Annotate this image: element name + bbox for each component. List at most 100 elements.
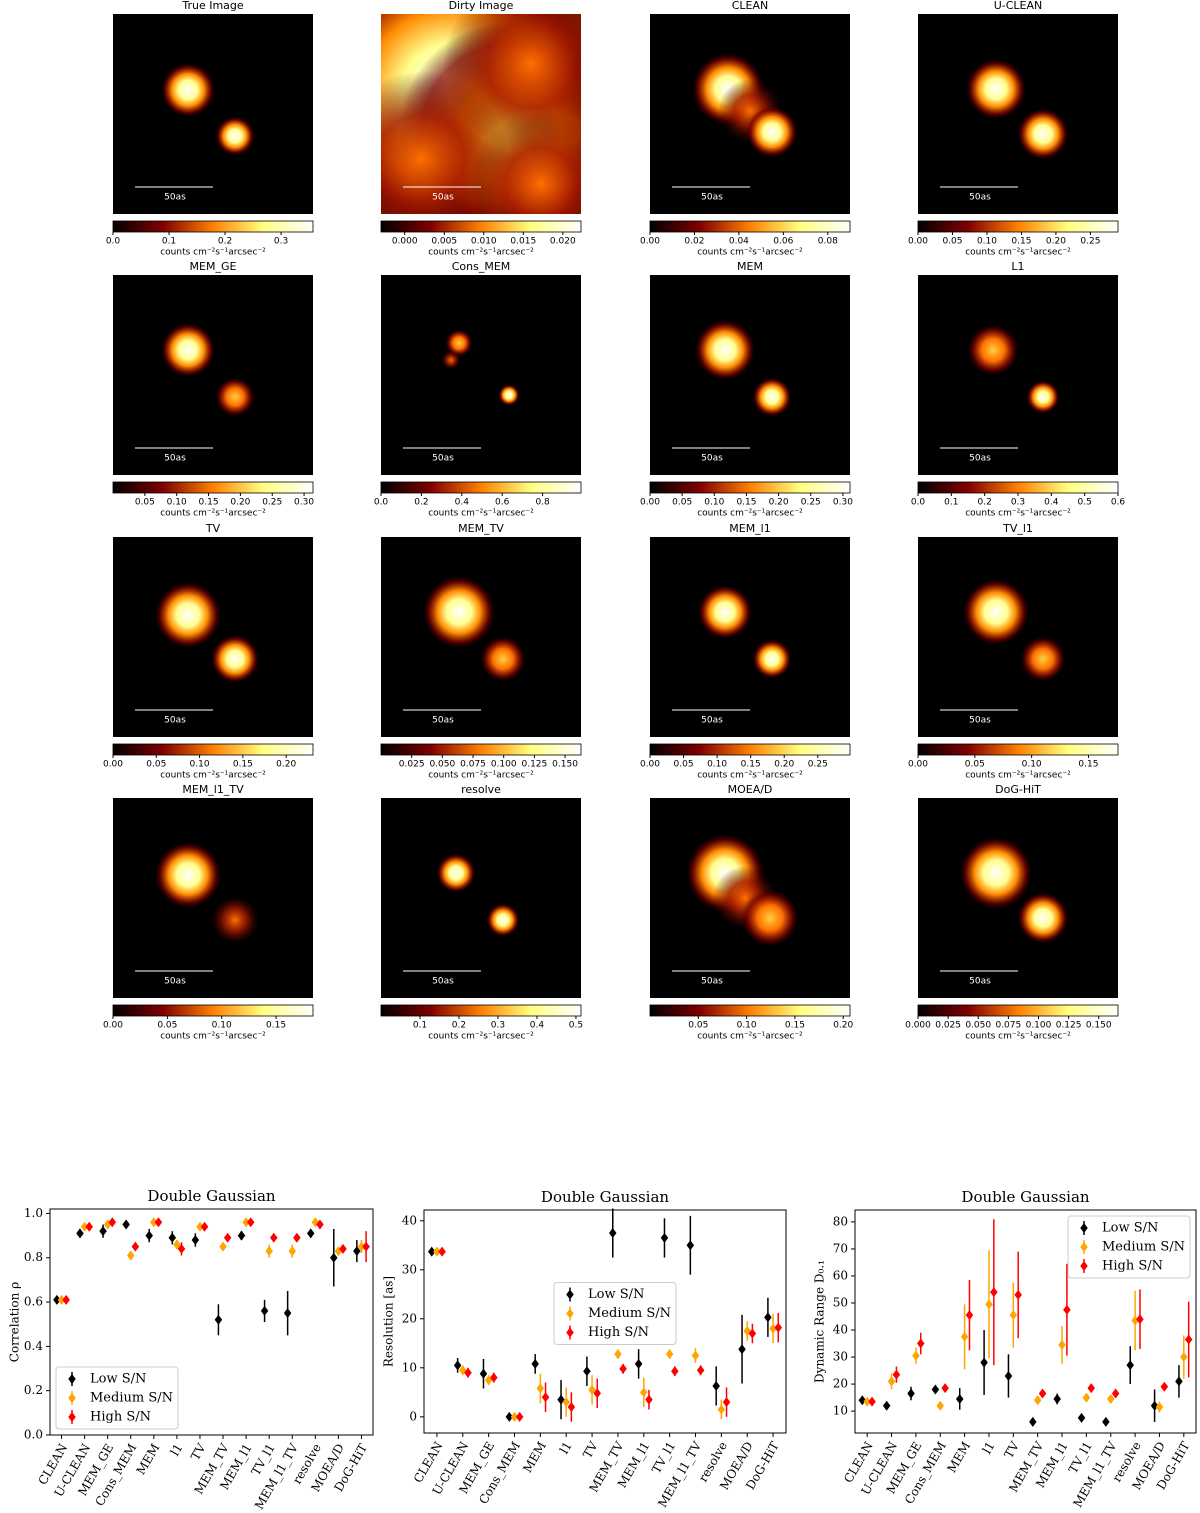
marker [293,1232,301,1243]
colorbar-tick-label: 0.20 [230,498,250,508]
colorbar-tick-label: 0.10 [190,760,210,770]
marker [219,1241,227,1252]
legend-marker [1080,1261,1088,1271]
colorbar-tick-label: 0.000 [905,1021,931,1031]
colorbar-tick-label: 0.10 [167,498,187,508]
panel-title: TV_l1 [1002,522,1033,535]
marker [438,1246,446,1257]
marker [173,1239,181,1250]
marker [907,1388,915,1399]
marker [619,1363,627,1374]
colorbar-label: counts cm⁻²s⁻¹arcsec⁻² [160,1032,266,1042]
marker [362,1241,370,1252]
scale-label: 50as [701,716,723,726]
marker [1053,1393,1061,1404]
marker [357,1241,366,1252]
x-tick-label: l1 [980,1439,998,1456]
colorbar-tick-label: 0.3 [491,1021,505,1031]
marker [453,1360,462,1371]
colorbar-tick-label: 0.5 [1078,498,1092,508]
image-background [113,537,313,737]
colorbar-tick-label: 0.150 [1086,1021,1112,1031]
plot-frame [854,1209,1197,1434]
marker [108,1217,117,1228]
panel-title: MEM_l1 [729,522,771,535]
colorbar-tick-label: 0.3 [1011,498,1025,508]
marker [122,1219,130,1230]
marker [965,1310,974,1321]
marker [531,1358,539,1369]
colorbar-tick-label: 0.2 [218,237,232,247]
marker [76,1228,84,1239]
panel-title: MEM [737,260,763,273]
legend-marker [68,1374,76,1384]
marker [696,1365,705,1376]
image-background [650,537,850,737]
marker [200,1221,209,1232]
source-blob [746,106,798,158]
image [436,853,520,937]
legend-label: Low S/N [588,1287,644,1302]
marker [863,1396,871,1407]
colorbar [380,481,582,494]
marker [62,1294,70,1305]
panel-title: MOEA/D [728,783,773,796]
marker [433,1246,441,1257]
marker [145,1230,153,1241]
colorbar-tick-label: 0.010 [471,237,497,247]
marker [764,1312,772,1323]
source-blob [752,639,792,679]
legend-box [55,1366,179,1430]
marker [1033,1395,1042,1406]
image [155,582,259,683]
colorbar [112,481,314,494]
marker [306,1228,315,1239]
scale-label: 50as [432,977,454,987]
colorbar-tick-label: 0.3 [274,237,288,247]
colorbar [917,220,1119,233]
colorbar-tick-label: 0.05 [942,237,962,247]
legend-label: Medium S/N [1102,1240,1185,1255]
colorbar-label: counts cm⁻²s⁻¹arcsec⁻² [965,771,1071,781]
scale-label: 50as [164,716,186,726]
colorbar-label: counts cm⁻²s⁻¹arcsec⁻² [428,1032,534,1042]
colorbar [649,481,851,494]
source-blob [695,320,755,380]
colorbar [649,743,851,756]
colorbar-tick-label: 0.00 [908,760,928,770]
colorbar-tick-label: 0.00 [640,237,660,247]
scale-label: 50as [432,716,454,726]
colorbar-tick-label: 0.6 [495,498,510,508]
source-blob [211,635,259,683]
y-tick-label: 40 [833,1323,848,1337]
colorbar-tick-label: 0.0 [374,498,389,508]
image [695,320,792,417]
legend-marker [68,1393,76,1403]
marker [1004,1370,1013,1381]
panel-title: L1 [1011,260,1024,273]
colorbar [649,1004,851,1017]
legend-marker [566,1327,574,1338]
colorbar-tick-label: 0.20 [833,1021,853,1031]
y-tick-label: 10 [833,1404,848,1418]
colorbar-tick-label: 0.5 [569,1021,583,1031]
marker [738,1344,746,1355]
colorbar-tick-label: 0.15 [1078,760,1098,770]
marker [339,1243,347,1254]
colorbar-tick-label: 0.05 [157,1021,177,1031]
colorbar [917,481,1119,494]
scale-label: 50as [701,977,723,987]
colorbar [112,743,314,756]
colorbar [649,220,851,233]
marker [223,1232,232,1243]
colorbar-tick-label: 0.25 [801,498,821,508]
marker [316,1219,324,1230]
marker [283,1308,292,1319]
colorbar-tick-label: 0.100 [1026,1021,1052,1031]
marker [980,1357,988,1368]
marker [936,1400,944,1411]
colorbar-tick-label: 0.000 [392,237,418,247]
scale-label: 50as [969,977,991,987]
marker [80,1221,89,1232]
